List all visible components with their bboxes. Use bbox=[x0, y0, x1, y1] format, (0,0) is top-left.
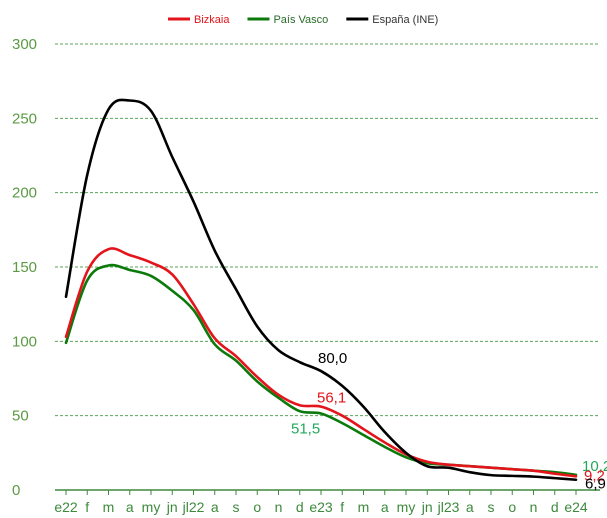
x-tick-label: a bbox=[126, 499, 134, 515]
x-tick-label: o bbox=[508, 499, 516, 515]
series-line-bizkaia bbox=[64, 247, 578, 478]
x-tick-label: jl23 bbox=[437, 499, 460, 515]
series-lines bbox=[64, 98, 578, 482]
x-tick-label: d bbox=[551, 499, 559, 515]
x-tick-label: n bbox=[275, 499, 283, 515]
y-tick-label: 300 bbox=[12, 36, 37, 53]
y-tick-label: 100 bbox=[12, 333, 37, 350]
y-tick-label: 0 bbox=[12, 482, 20, 499]
y-tick-label: 150 bbox=[12, 259, 37, 276]
x-tick-label: e23 bbox=[309, 499, 333, 515]
x-tick-label: jl22 bbox=[182, 499, 205, 515]
x-tick-label: e24 bbox=[564, 499, 588, 515]
x-tick-label: my bbox=[142, 499, 161, 515]
x-tick-label: f bbox=[85, 499, 89, 515]
x-tick-label: o bbox=[253, 499, 261, 515]
data-label: 9,2 bbox=[584, 467, 605, 484]
x-tick-label: s bbox=[488, 499, 495, 515]
x-tick-label: my bbox=[397, 499, 416, 515]
x-tick-label: e22 bbox=[54, 499, 78, 515]
x-tick-label: s bbox=[233, 499, 240, 515]
data-label: 6,9 bbox=[585, 476, 606, 493]
x-tick-label: d bbox=[296, 499, 304, 515]
y-tick-label: 250 bbox=[12, 110, 37, 127]
x-tick-label: m bbox=[103, 499, 115, 515]
x-tick-label: m bbox=[358, 499, 370, 515]
data-label: 56,1 bbox=[317, 390, 346, 407]
data-label: 80,0 bbox=[318, 350, 347, 367]
y-axis-ticks: 0 50 100 150 200 250 300 bbox=[12, 36, 37, 499]
legend-label: País Vasco bbox=[273, 14, 328, 26]
y-tick-label: 50 bbox=[12, 408, 29, 425]
data-labels: 80,0 56,1 51,5 10,29,26,9 bbox=[291, 350, 607, 493]
series-line-espana-ine bbox=[64, 98, 578, 482]
data-label: 10,2 bbox=[582, 458, 607, 475]
y-tick-label: 200 bbox=[12, 185, 37, 202]
data-label: 51,5 bbox=[291, 420, 320, 437]
legend: Bizkaia País Vasco España (INE) bbox=[168, 14, 438, 26]
x-tick-label: jn bbox=[421, 499, 433, 515]
x-tick-label: a bbox=[211, 499, 219, 515]
x-tick-label: a bbox=[466, 499, 474, 515]
x-tick-label: a bbox=[381, 499, 389, 515]
x-axis: e22 f m a my jn jl22 a s o n d e23 f m a my jn jl23 a s o n d e2… bbox=[54, 489, 600, 515]
x-tick-label: n bbox=[530, 499, 538, 515]
x-tick-label: f bbox=[340, 499, 344, 515]
legend-label: España (INE) bbox=[372, 14, 438, 26]
x-tick-label: jn bbox=[166, 499, 178, 515]
legend-label: Bizkaia bbox=[194, 14, 230, 26]
